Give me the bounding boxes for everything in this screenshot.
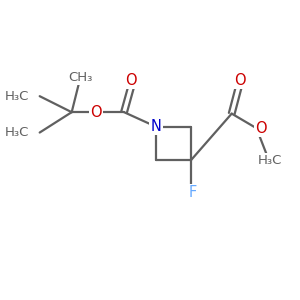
Text: H₃C: H₃C <box>257 154 282 167</box>
Text: O: O <box>91 105 102 120</box>
Text: O: O <box>125 73 137 88</box>
Text: H₃C: H₃C <box>5 90 29 103</box>
Text: H₃C: H₃C <box>5 126 29 139</box>
Text: CH₃: CH₃ <box>68 71 93 84</box>
Text: F: F <box>188 185 196 200</box>
Text: O: O <box>255 121 267 136</box>
Text: N: N <box>151 119 161 134</box>
Text: O: O <box>235 73 246 88</box>
